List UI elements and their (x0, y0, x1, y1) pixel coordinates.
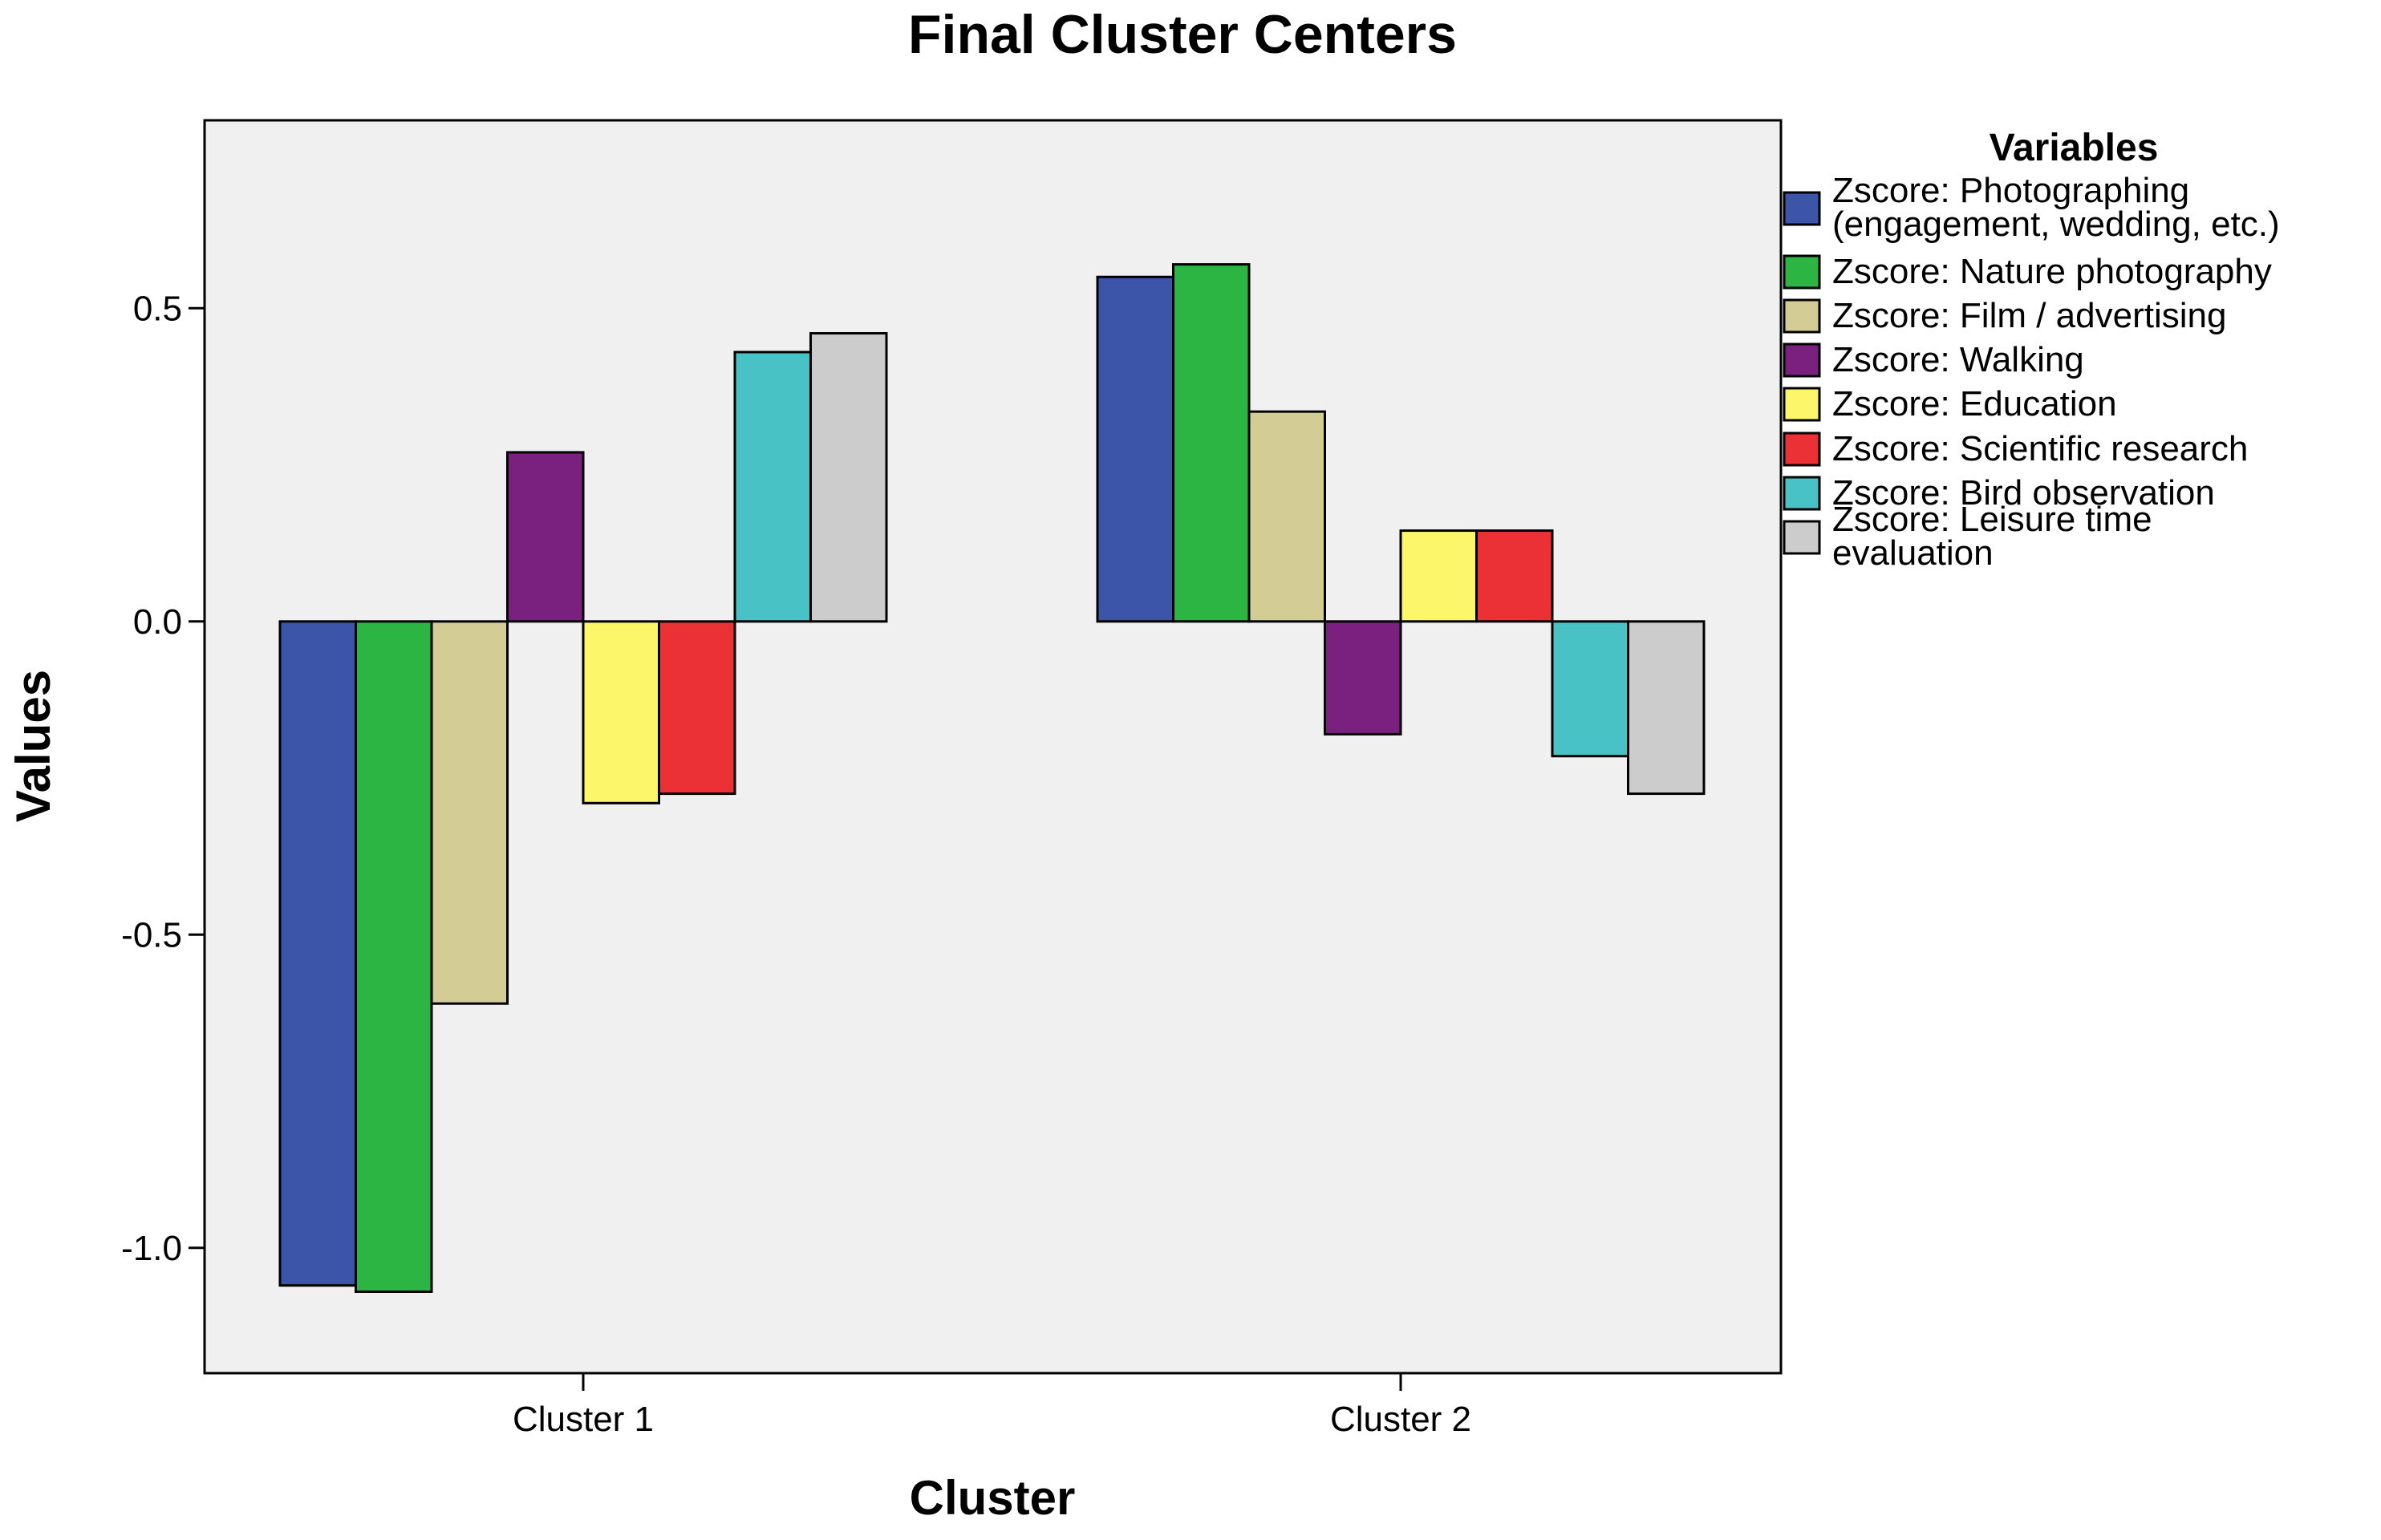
legend-swatch (1783, 432, 1821, 467)
bar (1096, 275, 1174, 623)
legend-swatch (1783, 387, 1821, 422)
x-tick-label: Cluster 2 (1330, 1400, 1471, 1439)
legend-label: Zscore: Bird observation (1832, 473, 2215, 513)
x-axis-title: Cluster (910, 1471, 1076, 1525)
bar (278, 620, 357, 1287)
legend-label: (engagement, wedding, etc.) (1832, 205, 2280, 244)
legend: Variables Zscore: Photographing(engageme… (1783, 127, 2280, 573)
bar (1551, 620, 1629, 758)
legend-label: Zscore: Leisure time (1832, 500, 2152, 539)
bar (1324, 620, 1402, 736)
bar (1627, 620, 1706, 796)
bar (1475, 529, 1554, 623)
bar (1172, 263, 1251, 623)
bar (809, 332, 888, 623)
y-tick-label: -0.5 (121, 915, 182, 954)
bar (733, 351, 812, 623)
chart-title: Final Cluster Centers (908, 4, 1457, 65)
x-axis: Cluster 1 Cluster 2 (513, 1373, 1471, 1439)
legend-label: evaluation (1832, 533, 1994, 573)
legend-swatch (1783, 342, 1821, 378)
legend-swatch (1783, 191, 1821, 226)
legend-label: Zscore: Film / advertising (1832, 296, 2226, 335)
legend-swatch (1783, 298, 1821, 334)
bar (1399, 529, 1478, 623)
y-tick-label: 0.5 (133, 289, 182, 328)
legend-label: Zscore: Walking (1832, 340, 2084, 379)
bar (355, 620, 433, 1293)
bars (278, 263, 1706, 1293)
bar (506, 451, 585, 623)
legend-title: Variables (1990, 127, 2159, 169)
y-tick-label: 0.0 (133, 602, 182, 642)
bar (658, 620, 736, 796)
y-axis: 0.5 0.0 -0.5 -1.0 (121, 289, 205, 1268)
bar (430, 620, 509, 1005)
legend-swatch (1783, 476, 1821, 511)
y-axis-title: Values (6, 670, 60, 822)
legend-label: Zscore: Photographing (1832, 171, 2189, 210)
legend-swatch (1783, 520, 1821, 555)
legend-label: Zscore: Education (1832, 384, 2117, 424)
bar (582, 620, 660, 804)
bar (1247, 410, 1326, 623)
legend-label: Zscore: Scientific research (1832, 429, 2248, 468)
y-tick-label: -1.0 (121, 1229, 182, 1268)
legend-swatch (1783, 254, 1821, 290)
x-tick-label: Cluster 1 (513, 1400, 654, 1439)
legend-label: Zscore: Nature photography (1832, 252, 2272, 291)
